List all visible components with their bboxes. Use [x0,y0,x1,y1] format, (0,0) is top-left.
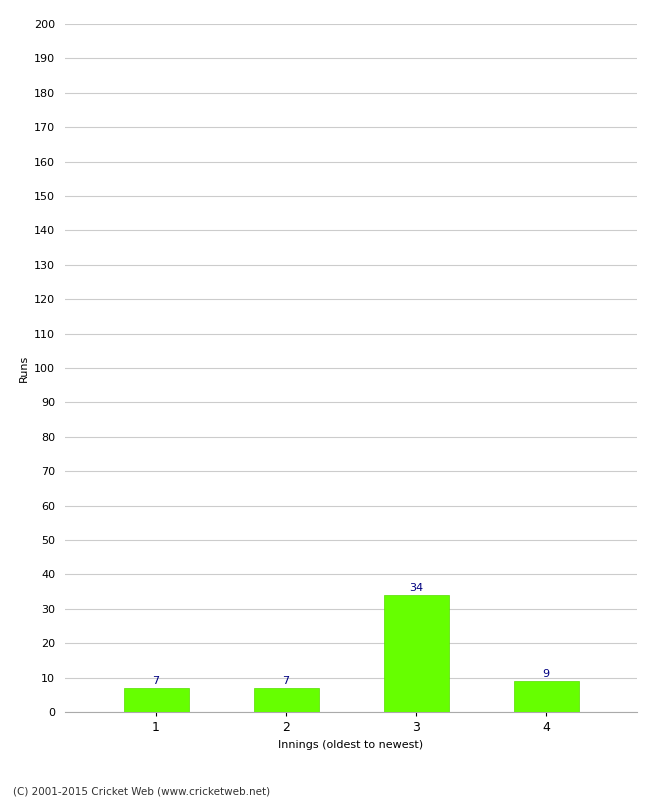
Y-axis label: Runs: Runs [19,354,29,382]
Text: 7: 7 [283,676,289,686]
Bar [254,688,318,712]
Text: 9: 9 [543,670,549,679]
X-axis label: Innings (oldest to newest): Innings (oldest to newest) [278,739,424,750]
Text: (C) 2001-2015 Cricket Web (www.cricketweb.net): (C) 2001-2015 Cricket Web (www.cricketwe… [13,786,270,796]
Text: 7: 7 [153,676,159,686]
Bar [514,681,578,712]
Bar [124,688,188,712]
Text: 34: 34 [409,583,423,594]
Bar [384,595,448,712]
